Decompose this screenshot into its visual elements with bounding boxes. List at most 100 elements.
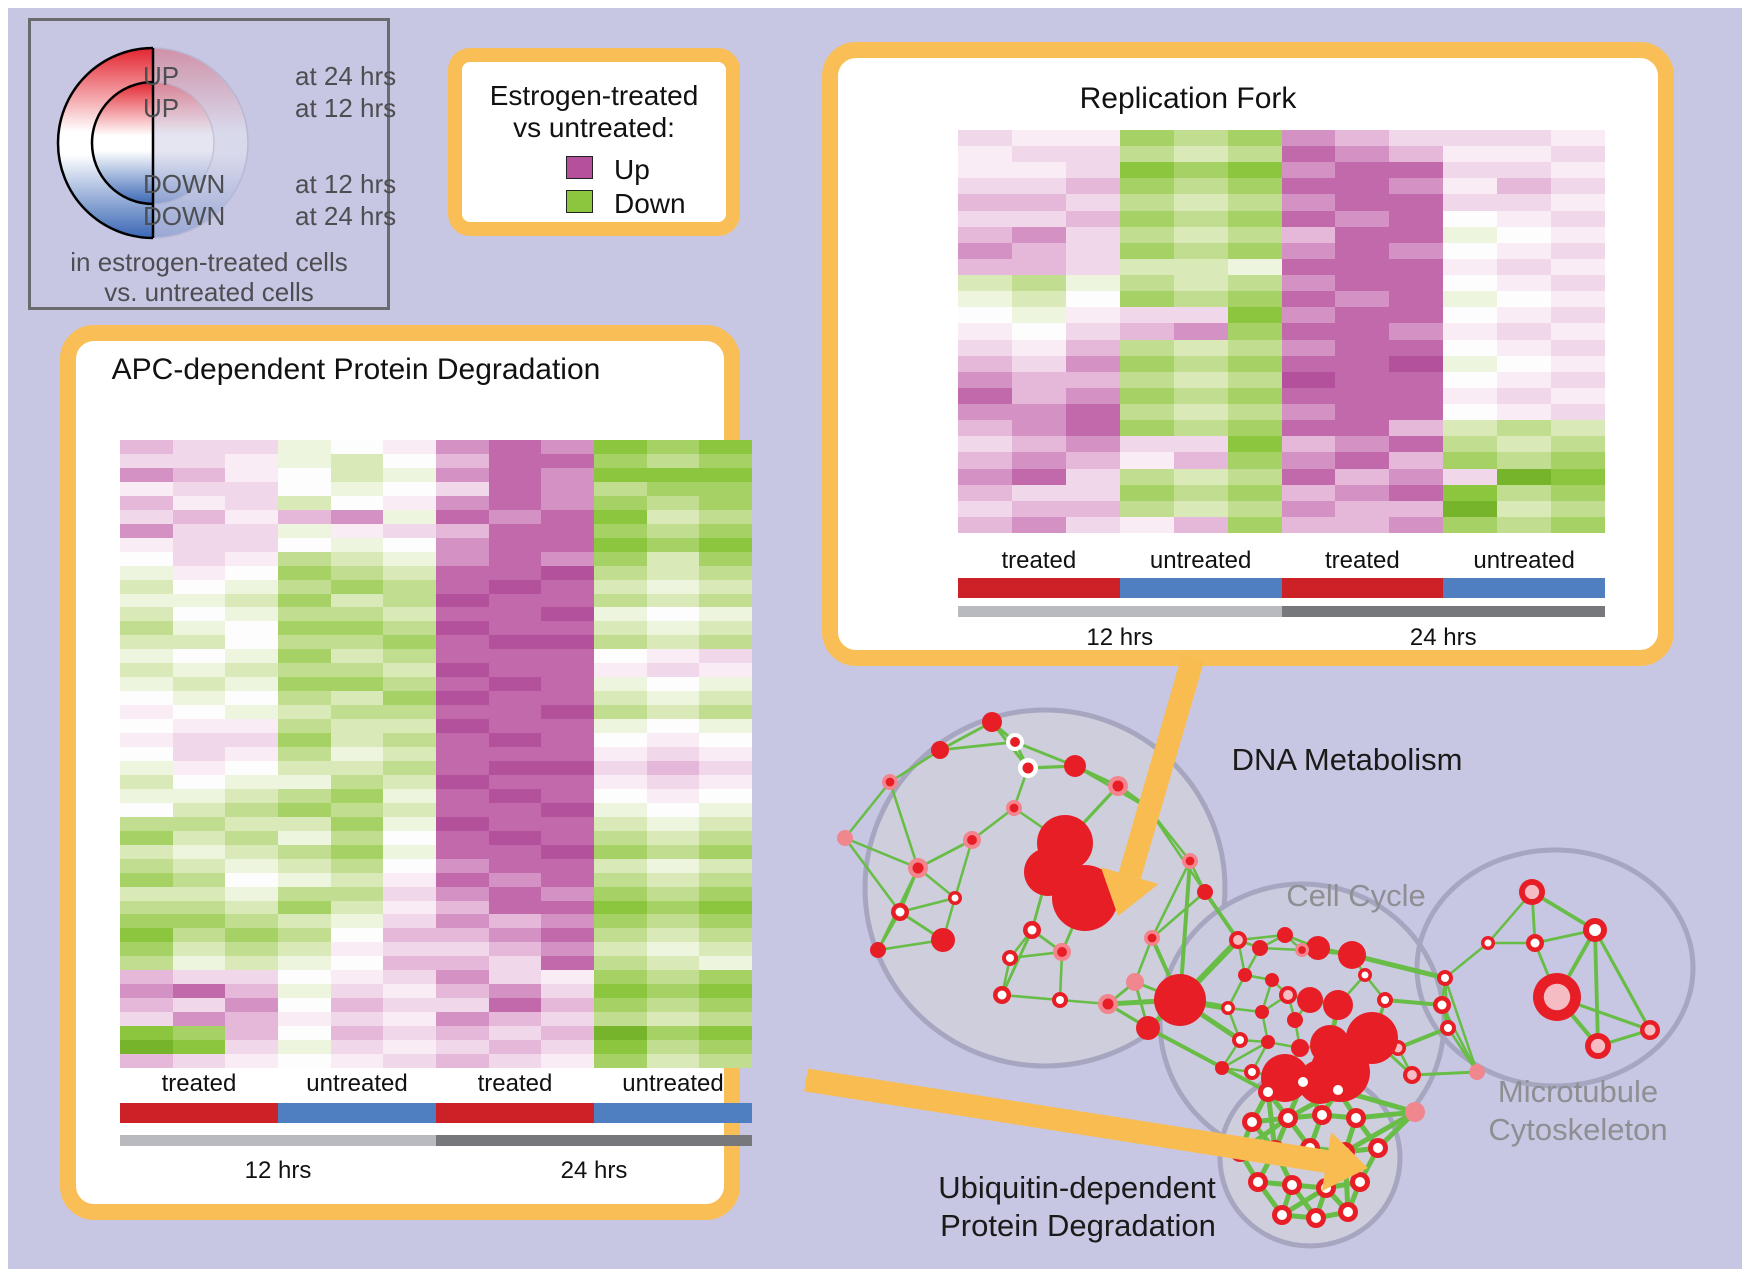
heatmap-cell: [383, 635, 436, 650]
bar-24hrs: [436, 1135, 752, 1146]
heatmap-cell: [330, 705, 384, 720]
heatmap-cell: [541, 942, 594, 957]
heatmap-cell: [1227, 162, 1282, 179]
heatmap-cell: [1389, 404, 1444, 421]
rf-time-labels: 12 hrs 24 hrs: [958, 624, 1605, 652]
heatmap-cell: [1227, 500, 1282, 517]
heatmap-cell: [1011, 226, 1066, 243]
heatmap-cell: [172, 453, 226, 468]
heatmap-cell: [436, 774, 489, 789]
heatmap-cell: [225, 453, 278, 468]
heatmap-cell: [1011, 500, 1066, 517]
heatmap-cell: [1497, 307, 1552, 324]
heatmap-cell: [330, 537, 384, 552]
heatmap-cell: [646, 984, 700, 999]
heatmap-cell: [958, 500, 1012, 517]
heatmap-cell: [330, 453, 384, 468]
group-label-treated-12: treated: [161, 1070, 237, 1097]
heatmap-cell: [541, 774, 594, 789]
heatmap-cell: [594, 635, 647, 650]
heatmap-cell: [594, 872, 647, 887]
heatmap-cell: [541, 1040, 594, 1055]
heatmap-cell: [172, 984, 226, 999]
heatmap-cell: [1227, 130, 1282, 147]
heatmap-cell: [1551, 210, 1605, 227]
heatmap-cell: [1281, 404, 1336, 421]
heatmap-cell: [278, 467, 331, 482]
heatmap-cell: [172, 635, 226, 650]
heatmap-cell: [699, 733, 752, 748]
heatmap-cell: [1065, 452, 1120, 469]
heatmap-cell: [488, 579, 542, 594]
heatmap-cell: [646, 467, 700, 482]
heatmap-cell: [1335, 484, 1390, 501]
heatmap-cell: [1011, 420, 1066, 437]
heatmap-cell: [330, 984, 384, 999]
heatmap-cell: [225, 1012, 278, 1027]
heatmap-cell: [1173, 500, 1228, 517]
heatmap-cell: [172, 523, 226, 538]
heatmap-cell: [1173, 226, 1228, 243]
heatmap-cell: [383, 900, 436, 915]
heatmap-cell: [1119, 194, 1174, 211]
heatmap-cell: [541, 760, 594, 775]
heatmap-cell: [436, 677, 489, 692]
heatmap-cell: [172, 1040, 226, 1055]
heatmap-cell: [1065, 210, 1120, 227]
heatmap-cell: [1443, 387, 1498, 405]
heatmap-cell: [541, 998, 594, 1013]
updown-legend-box: Estrogen-treated vs untreated: Up Down: [448, 48, 740, 236]
heatmap-cell: [436, 747, 489, 761]
heatmap-cell: [172, 481, 226, 496]
heatmap-cell: [1335, 162, 1390, 179]
heatmap-cell: [1281, 291, 1336, 308]
red-blue-gradient-circles: [56, 46, 249, 240]
heatmap-cell: [225, 830, 278, 845]
heatmap-cell: [330, 481, 384, 496]
heatmap-cell: [1011, 387, 1066, 405]
heatmap-cell: [594, 677, 647, 692]
heatmap-cell: [488, 802, 542, 817]
heatmap-cell: [594, 830, 647, 845]
heatmap-cell: [958, 516, 1012, 533]
heatmap-cell: [278, 691, 331, 706]
heatmap-cell: [646, 635, 700, 650]
heatmap-cell: [330, 663, 384, 678]
heatmap-cell: [436, 788, 489, 803]
heatmap-cell: [1281, 226, 1336, 243]
heatmap-cell: [1173, 323, 1228, 340]
heatmap-cell: [436, 593, 489, 608]
heatmap-cell: [1551, 339, 1605, 356]
heatmap-cell: [330, 830, 384, 845]
heatmap-cell: [278, 719, 331, 734]
heatmap-cell: [1497, 323, 1552, 340]
heatmap-cell: [436, 705, 489, 720]
heatmap-cell: [1011, 210, 1066, 227]
heatmap-cell: [120, 579, 173, 594]
heatmap-cell: [278, 747, 331, 761]
heatmap-cell: [646, 872, 700, 887]
heatmap-cell: [330, 914, 384, 929]
heatmap-cell: [1227, 291, 1282, 308]
heatmap-cell: [278, 593, 331, 608]
heatmap-cell: [1173, 291, 1228, 308]
heatmap-cell: [383, 956, 436, 971]
heatmap-cell: [1173, 307, 1228, 324]
heatmap-cell: [1551, 516, 1605, 533]
heatmap-cell: [1551, 178, 1605, 195]
heatmap-cell: [436, 537, 489, 552]
heatmap-cell: [1119, 162, 1174, 179]
heatmap-cell: [383, 858, 436, 873]
heatmap-cell: [541, 467, 594, 482]
heatmap-cell: [594, 593, 647, 608]
heatmap-cell: [383, 984, 436, 999]
heatmap-cell: [1173, 420, 1228, 437]
heatmap-cell: [1011, 258, 1066, 276]
heatmap-cell: [488, 719, 542, 734]
heatmap-cell: [120, 733, 173, 748]
heatmap-cell: [1065, 307, 1120, 324]
heatmap-cell: [646, 537, 700, 552]
heatmap-cell: [278, 914, 331, 929]
heatmap-cell: [646, 733, 700, 748]
heatmap-cell: [646, 914, 700, 929]
